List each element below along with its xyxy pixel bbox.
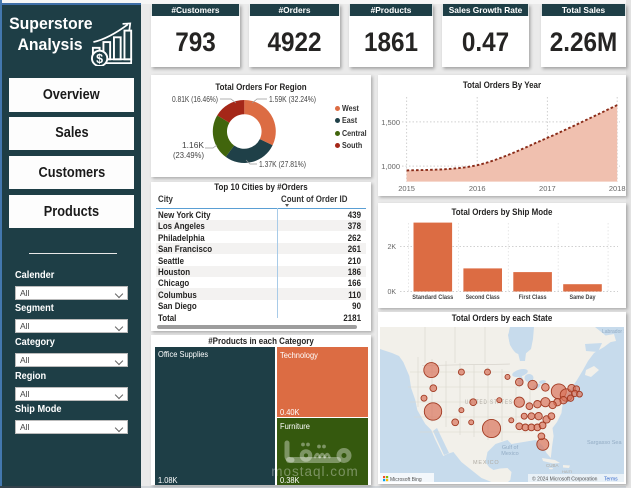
svg-text:1.16K: 1.16K	[182, 141, 205, 150]
svg-text:CUBA: CUBA	[546, 463, 559, 468]
svg-text:1,500: 1,500	[381, 118, 400, 127]
svg-text:2018: 2018	[609, 184, 626, 193]
svg-text:Terms: Terms	[604, 477, 618, 483]
svg-text:Second Class: Second Class	[466, 294, 500, 301]
svg-text:© 2024 Microsoft Corporation: © 2024 Microsoft Corporation	[532, 476, 598, 483]
svg-text:HAITI: HAITI	[562, 469, 572, 474]
svg-text:UNITED STATES: UNITED STATES	[465, 400, 513, 406]
svg-text:Sargasso Sea: Sargasso Sea	[587, 440, 622, 446]
svg-text:2016: 2016	[469, 184, 486, 193]
svg-text:1.37K (27.81%): 1.37K (27.81%)	[259, 160, 306, 169]
svg-text:Standard Class: Standard Class	[412, 294, 453, 301]
svg-text:Same Day: Same Day	[570, 294, 596, 301]
svg-text:MEXICO: MEXICO	[473, 460, 500, 466]
svg-text:2015: 2015	[398, 184, 415, 193]
svg-text:Mexico: Mexico	[501, 451, 518, 457]
svg-text:Labrador S: Labrador S	[602, 329, 624, 335]
svg-text:(23.49%): (23.49%)	[173, 151, 204, 160]
svg-text:Gulf of: Gulf of	[502, 445, 519, 451]
svg-text:2017: 2017	[539, 184, 556, 193]
svg-text:2K: 2K	[387, 244, 396, 251]
svg-text:0.81K (16.46%): 0.81K (16.46%)	[172, 95, 218, 104]
svg-text:0K: 0K	[387, 289, 396, 296]
svg-text:$: $	[96, 52, 103, 66]
svg-text:Microsoft Bing: Microsoft Bing	[390, 477, 422, 482]
svg-text:First Class: First Class	[519, 294, 547, 301]
svg-text:1,000: 1,000	[381, 162, 400, 171]
svg-text:1.59K (32.24%): 1.59K (32.24%)	[269, 95, 316, 104]
